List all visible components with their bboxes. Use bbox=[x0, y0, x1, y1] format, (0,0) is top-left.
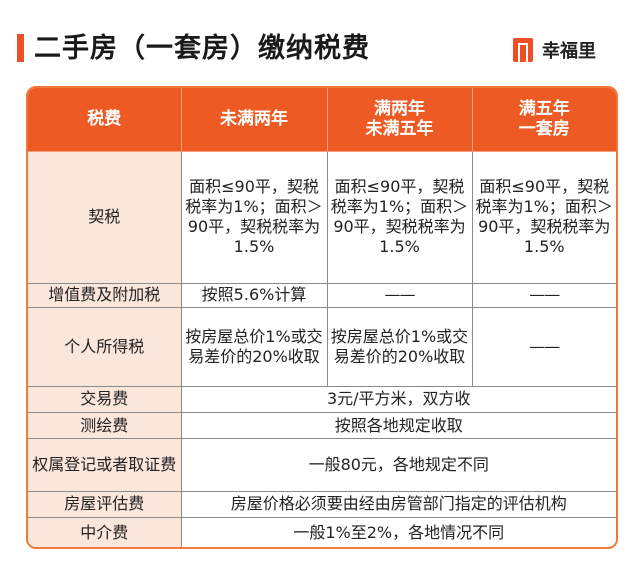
column-header-under-2-years: 未满两年 bbox=[180, 88, 328, 152]
cell-deed-over-5: 面积≤90平，契税税率为1%；面积＞90平，契税税率为1.5% bbox=[471, 150, 616, 284]
row-label-agency-fee: 中介费 bbox=[28, 517, 182, 547]
cell-vat-2-to-5: —— bbox=[326, 282, 473, 309]
cell-income-over-5: —— bbox=[471, 307, 616, 387]
table-row-appraisal-fee: 房屋评估费 房屋价格必须要由经由房管部门指定的评估机构 bbox=[28, 490, 616, 519]
cell-registration-fee: 一般80元，各地规定不同 bbox=[180, 438, 616, 492]
table-header-row: 税费 未满两年 满两年 未满五年 满五年 一套房 bbox=[28, 88, 616, 152]
brand-logo: 幸福里 bbox=[511, 36, 596, 64]
row-label-income-tax: 个人所得税 bbox=[28, 307, 182, 387]
cell-deed-under-2: 面积≤90平，契税税率为1%；面积＞90平，契税税率为1.5% bbox=[180, 150, 328, 284]
table-row-deed-tax: 契税 面积≤90平，契税税率为1%；面积＞90平，契税税率为1.5% 面积≤90… bbox=[28, 150, 616, 284]
header: 二手房（一套房）缴纳税费 幸福里 bbox=[0, 0, 640, 86]
table-row-income-tax: 个人所得税 按房屋总价1%或交易差价的20%收取 按房屋总价1%或交易差价的20… bbox=[28, 307, 616, 387]
row-label-appraisal-fee: 房屋评估费 bbox=[28, 490, 182, 519]
house-door-icon bbox=[513, 38, 533, 62]
table-row-vat: 增值费及附加税 按照5.6%计算 —— —— bbox=[28, 282, 616, 309]
cell-deed-2-to-5: 面积≤90平，契税税率为1%；面积＞90平，契税税率为1.5% bbox=[326, 150, 473, 284]
column-header-over-5-years: 满五年 一套房 bbox=[471, 88, 616, 152]
column-header-2-to-5-years: 满两年 未满五年 bbox=[326, 88, 473, 152]
table-row-transaction-fee: 交易费 3元/平方米，双方收 bbox=[28, 385, 616, 414]
cell-appraisal-fee: 房屋价格必须要由经由房管部门指定的评估机构 bbox=[180, 490, 616, 519]
cell-vat-over-5: —— bbox=[471, 282, 616, 309]
cell-transaction-fee: 3元/平方米，双方收 bbox=[180, 385, 616, 414]
row-label-vat: 增值费及附加税 bbox=[28, 282, 182, 309]
brand-name: 幸福里 bbox=[542, 41, 596, 62]
table-row-survey-fee: 测绘费 按照各地规定收取 bbox=[28, 412, 616, 440]
row-label-deed-tax: 契税 bbox=[28, 150, 182, 284]
tax-table: 税费 未满两年 满两年 未满五年 满五年 一套房 契税 面积≤90平，契税税率为1%… bbox=[28, 88, 616, 547]
cell-income-2-to-5: 按房屋总价1%或交易差价的20%收取 bbox=[326, 307, 473, 387]
cell-income-under-2: 按房屋总价1%或交易差价的20%收取 bbox=[180, 307, 328, 387]
cell-vat-under-2: 按照5.6%计算 bbox=[180, 282, 328, 309]
page-title: 二手房（一套房）缴纳税费 bbox=[34, 33, 370, 64]
row-label-transaction-fee: 交易费 bbox=[28, 385, 182, 414]
cell-survey-fee: 按照各地规定收取 bbox=[180, 412, 616, 440]
title-accent-bar bbox=[17, 34, 24, 62]
row-label-survey-fee: 测绘费 bbox=[28, 412, 182, 440]
column-header-tax: 税费 bbox=[28, 88, 182, 152]
cell-agency-fee: 一般1%至2%，各地情况不同 bbox=[180, 517, 616, 547]
table-row-registration-fee: 权属登记或者取证费 一般80元，各地规定不同 bbox=[28, 438, 616, 492]
table-row-agency-fee: 中介费 一般1%至2%，各地情况不同 bbox=[28, 517, 616, 547]
row-label-registration-fee: 权属登记或者取证费 bbox=[28, 438, 182, 492]
tax-table-container: 税费 未满两年 满两年 未满五年 满五年 一套房 契税 面积≤90平，契税税率为1%… bbox=[26, 86, 618, 549]
